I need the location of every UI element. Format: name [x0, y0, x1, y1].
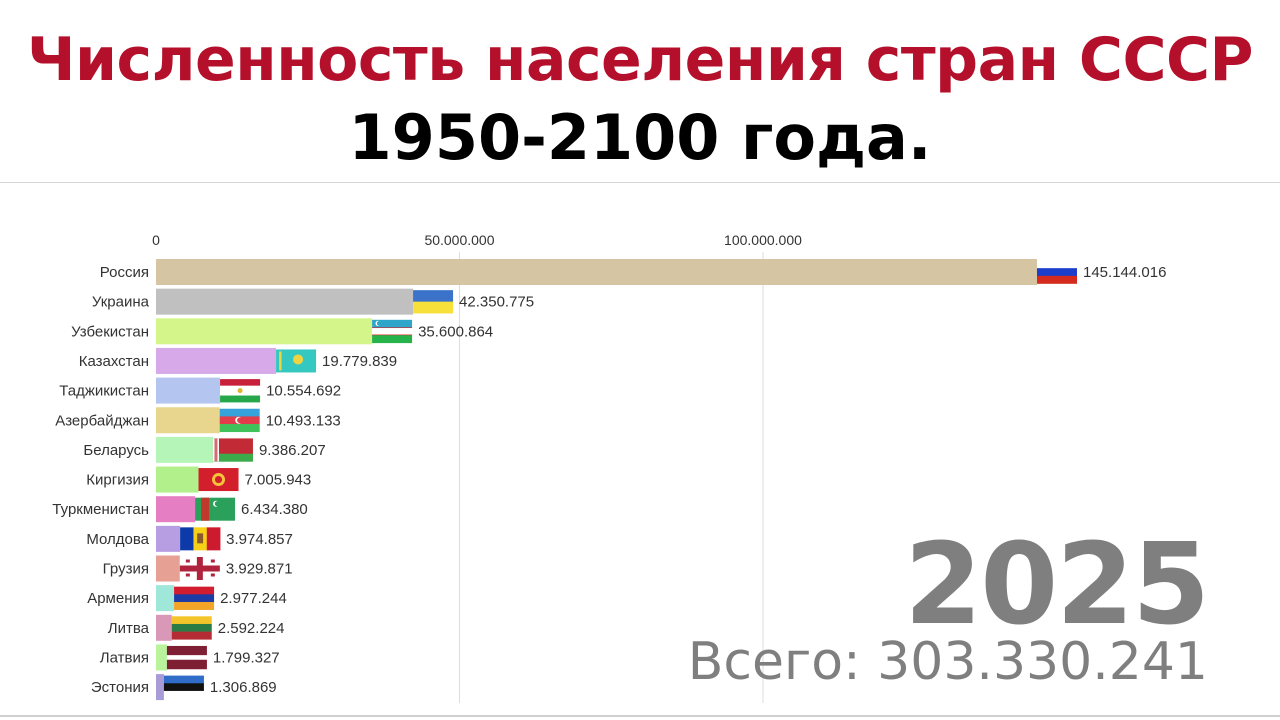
flag-latvia-icon	[166, 645, 207, 670]
value-label: 7.005.943	[245, 472, 312, 489]
bar-14	[156, 644, 167, 671]
country-label: Беларусь	[83, 442, 149, 459]
bar-1	[156, 259, 1037, 285]
country-label: Молдова	[86, 531, 149, 548]
total-population-label: Всего: 303.330.241	[687, 632, 1208, 692]
bar-13	[156, 614, 172, 641]
x-tick-label: 50.000.000	[424, 232, 494, 248]
country-label: Латвия	[100, 649, 149, 666]
value-label: 10.554.692	[266, 383, 341, 400]
country-label: Грузия	[103, 561, 149, 578]
chart-title: Численность населения стран СССР	[27, 25, 1253, 95]
value-label: 6.434.380	[241, 501, 308, 518]
country-label: Россия	[100, 264, 149, 281]
bar-12	[156, 585, 175, 612]
value-label: 42.350.775	[459, 294, 534, 311]
bar-15	[156, 674, 164, 701]
value-label: 2.592.224	[218, 620, 285, 637]
flag-azerbaijan-icon	[219, 408, 260, 433]
chart-subtitle: 1950-2100 года.	[348, 101, 932, 174]
flag-ukraine-icon	[413, 290, 454, 314]
value-label: 1.306.869	[210, 679, 277, 696]
bar-3	[156, 318, 373, 345]
bar-11	[156, 555, 180, 582]
value-label: 1.799.327	[213, 649, 280, 666]
flag-kyrgyzstan-icon	[198, 468, 239, 492]
flag-tajikistan-icon	[220, 379, 261, 403]
bar-7	[156, 436, 213, 463]
header-divider	[0, 182, 1280, 183]
x-tick-label: 100.000.000	[724, 232, 802, 248]
bar-10	[156, 525, 181, 552]
flag-armenia-icon	[174, 586, 215, 610]
value-label: 145.144.016	[1083, 264, 1166, 281]
value-label: 3.929.871	[226, 561, 293, 578]
value-label: 10.493.133	[266, 412, 341, 429]
flag-belarus-icon	[212, 438, 253, 462]
flag-estonia-icon	[163, 675, 204, 699]
flag-kazakhstan-icon	[276, 349, 317, 373]
country-label: Казахстан	[79, 353, 149, 370]
country-label: Узбекистан	[71, 323, 149, 340]
country-label: Армения	[87, 590, 149, 607]
value-label: 19.779.839	[322, 353, 397, 370]
flag-lithuania-icon	[171, 616, 212, 640]
country-label: Литва	[108, 620, 150, 637]
country-label: Украина	[92, 294, 150, 311]
year-label: 2025	[904, 520, 1210, 650]
country-label: Эстония	[91, 679, 149, 696]
bar-6	[156, 407, 220, 434]
country-label: Таджикистан	[59, 383, 149, 400]
bar-8	[156, 466, 199, 493]
x-tick-label: 0	[152, 232, 160, 248]
country-label: Азербайджан	[55, 412, 149, 429]
bottom-divider	[0, 715, 1280, 717]
value-label: 3.974.857	[226, 531, 293, 548]
flag-turkmenistan-icon	[195, 497, 236, 521]
flag-russia-icon	[1037, 260, 1077, 284]
flag-georgia-icon	[179, 557, 220, 580]
flag-moldova-icon	[180, 527, 221, 551]
country-label: Туркменистан	[52, 501, 149, 518]
bar-5	[156, 377, 221, 404]
value-label: 2.977.244	[220, 590, 287, 607]
bar-9	[156, 496, 196, 523]
flag-uzbekistan-icon	[372, 319, 413, 344]
bar-4	[156, 347, 277, 374]
bar-2	[156, 288, 414, 315]
value-label: 35.600.864	[418, 323, 493, 340]
value-label: 9.386.207	[259, 442, 326, 459]
country-label: Киргизия	[86, 472, 149, 489]
